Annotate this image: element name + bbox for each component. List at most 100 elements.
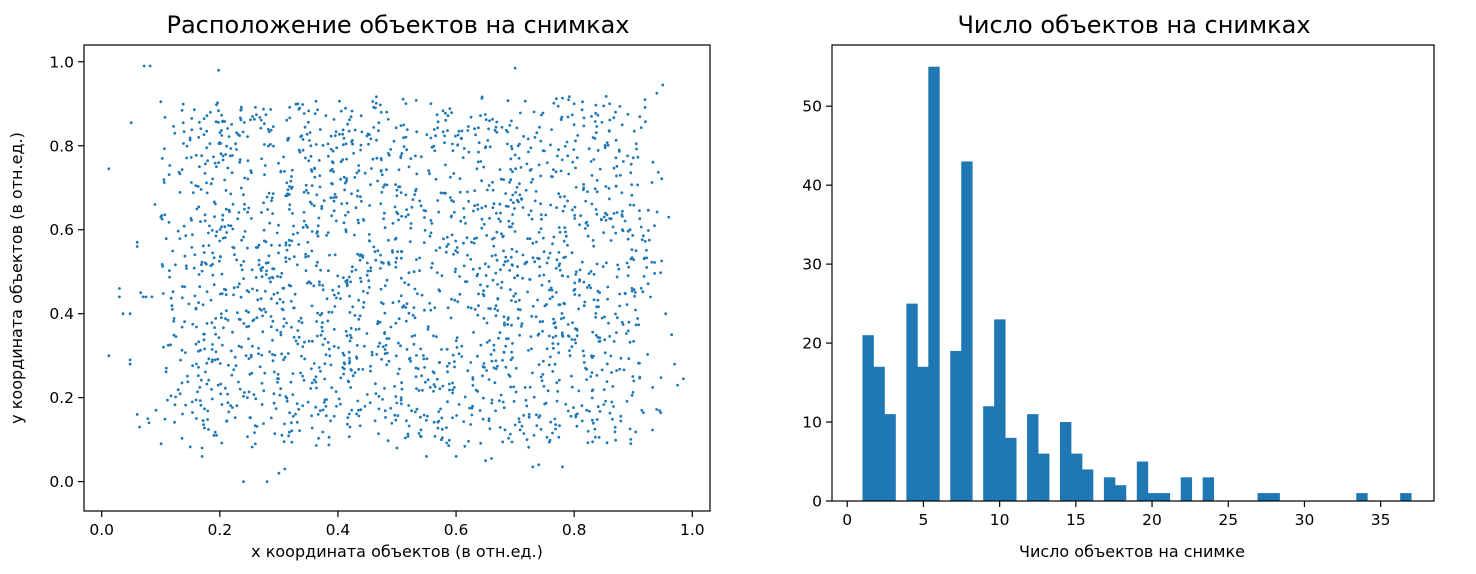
scatter-point — [355, 412, 358, 416]
scatter-point — [221, 218, 225, 222]
scatter-point — [566, 323, 570, 326]
scatter-point — [609, 239, 613, 242]
scatter-point — [333, 253, 337, 257]
scatter-point — [574, 341, 577, 345]
histogram-bar — [1180, 477, 1193, 501]
scatter-point — [506, 323, 510, 326]
scatter-point — [405, 302, 409, 306]
scatter-point — [455, 336, 459, 340]
scatter-point — [414, 154, 417, 158]
scatter-point — [552, 235, 556, 239]
scatter-point — [475, 274, 479, 278]
scatter-point — [533, 199, 537, 203]
scatter-point — [504, 365, 508, 369]
scatter-point — [509, 157, 513, 161]
scatter-x-tick-label: 0.2 — [208, 521, 233, 539]
scatter-point — [380, 190, 384, 194]
scatter-point — [160, 157, 164, 160]
scatter-point — [437, 210, 440, 214]
scatter-point — [485, 369, 488, 372]
scatter-point — [439, 407, 442, 411]
scatter-point — [515, 250, 519, 254]
scatter-point — [557, 435, 561, 439]
scatter-point — [283, 422, 286, 426]
scatter-point — [603, 315, 606, 319]
scatter-point — [550, 128, 553, 132]
scatter-point — [502, 406, 506, 410]
scatter-point — [391, 221, 395, 225]
scatter-point — [327, 269, 330, 273]
scatter-point — [224, 317, 227, 320]
scatter-point — [202, 423, 206, 426]
scatter-point — [634, 323, 638, 327]
scatter-point — [383, 348, 387, 351]
scatter-point — [632, 340, 635, 343]
scatter-point — [462, 147, 466, 150]
scatter-point — [608, 197, 611, 201]
scatter-point — [540, 283, 544, 287]
scatter-point — [562, 301, 566, 305]
scatter-point — [246, 159, 250, 163]
scatter-point — [454, 249, 457, 253]
scatter-point — [614, 138, 618, 142]
scatter-point — [333, 193, 337, 196]
scatter-point — [345, 334, 349, 338]
scatter-point — [628, 203, 632, 207]
scatter-point — [332, 209, 336, 213]
scatter-point — [558, 268, 562, 272]
scatter-point — [614, 156, 618, 160]
scatter-point — [379, 287, 383, 291]
scatter-point — [637, 323, 640, 327]
scatter-point — [641, 290, 645, 294]
scatter-point — [585, 367, 589, 371]
scatter-point — [162, 181, 166, 184]
scatter-x-ticks: 0.0 0.2 0.4 0.6 0.8 1.0 — [89, 511, 705, 539]
scatter-point — [380, 357, 383, 361]
scatter-point — [337, 397, 341, 401]
scatter-point — [389, 406, 393, 410]
scatter-point — [280, 433, 284, 437]
scatter-point — [254, 276, 258, 279]
scatter-point — [487, 419, 491, 423]
scatter-point — [321, 288, 325, 292]
scatter-point — [383, 352, 387, 355]
scatter-point — [227, 224, 231, 227]
scatter-point — [341, 132, 345, 136]
scatter-point — [556, 104, 560, 108]
scatter-point — [251, 344, 254, 348]
scatter-point — [282, 155, 285, 159]
scatter-point — [561, 209, 565, 213]
scatter-point — [656, 170, 660, 174]
scatter-point — [142, 64, 146, 68]
scatter-point — [638, 115, 642, 119]
scatter-point — [233, 355, 237, 359]
scatter-point — [296, 263, 299, 267]
scatter-point — [535, 240, 538, 244]
scatter-point — [404, 306, 408, 309]
scatter-point — [572, 102, 576, 106]
scatter-point — [582, 116, 586, 120]
scatter-title: Расположение объектов на снимках — [166, 11, 629, 39]
scatter-point — [394, 236, 398, 240]
scatter-point — [138, 425, 141, 429]
scatter-point — [348, 425, 352, 429]
scatter-point — [416, 292, 419, 296]
scatter-point — [534, 190, 538, 193]
scatter-point — [399, 154, 403, 158]
scatter-point — [368, 401, 372, 404]
scatter-point — [511, 222, 515, 226]
scatter-point — [405, 348, 409, 351]
scatter-point — [425, 133, 429, 137]
scatter-point — [370, 353, 374, 357]
scatter-point — [324, 114, 328, 117]
scatter-point — [328, 253, 331, 257]
scatter-point — [200, 446, 204, 450]
scatter-point — [430, 266, 433, 270]
scatter-point — [521, 276, 524, 280]
scatter-point — [591, 388, 595, 392]
scatter-point — [615, 316, 619, 320]
scatter-point — [240, 238, 244, 242]
scatter-point — [527, 150, 530, 154]
scatter-point — [563, 226, 567, 230]
